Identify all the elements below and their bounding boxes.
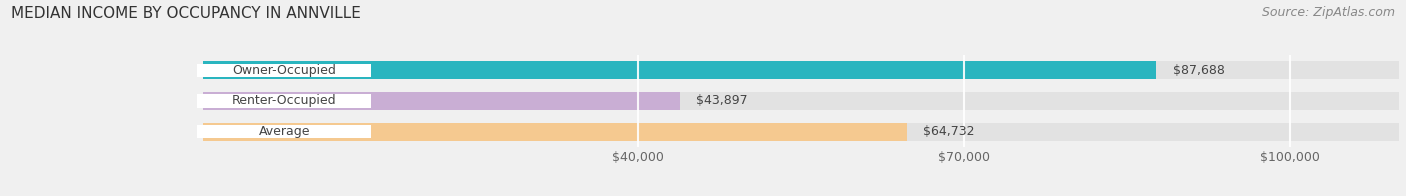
Bar [202,61,1156,79]
Text: Renter-Occupied: Renter-Occupied [232,94,336,107]
Text: $87,688: $87,688 [1173,64,1225,77]
Text: Source: ZipAtlas.com: Source: ZipAtlas.com [1261,6,1395,19]
Text: $43,897: $43,897 [696,94,748,107]
Text: MEDIAN INCOME BY OCCUPANCY IN ANNVILLE: MEDIAN INCOME BY OCCUPANCY IN ANNVILLE [11,6,361,21]
Bar [202,92,681,110]
Bar [197,64,371,77]
Bar [202,123,907,141]
Text: Average: Average [259,125,311,138]
Bar [197,125,371,138]
Bar [202,123,1399,141]
Text: Owner-Occupied: Owner-Occupied [232,64,336,77]
Text: $64,732: $64,732 [922,125,974,138]
Bar [197,94,371,108]
Bar [202,61,1399,79]
Bar [202,92,1399,110]
